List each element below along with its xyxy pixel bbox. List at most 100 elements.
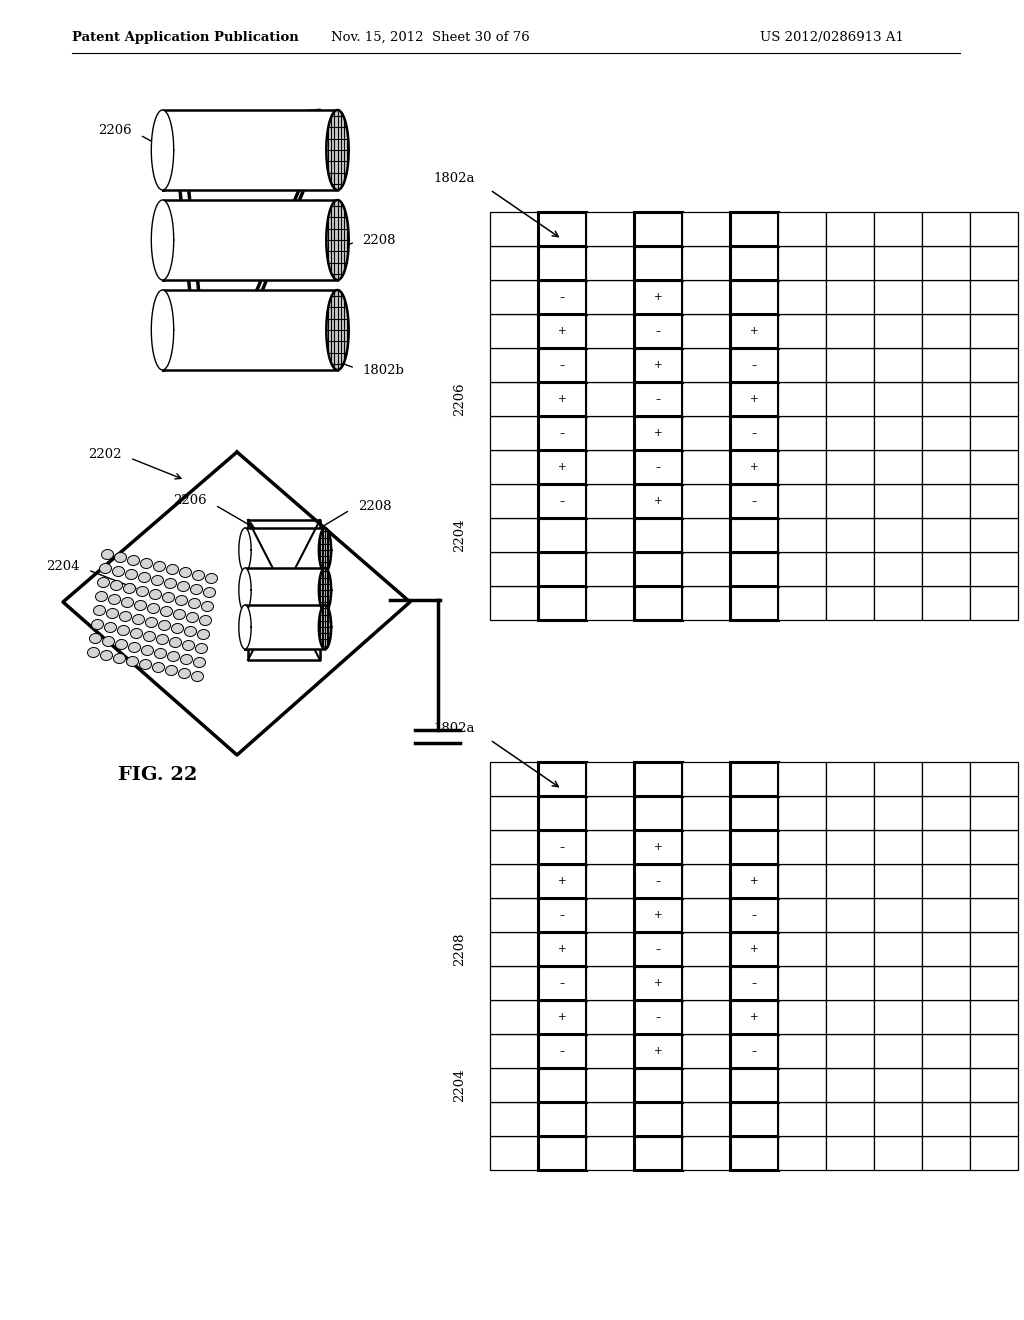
Bar bbox=[874, 246, 922, 280]
Bar bbox=[538, 348, 586, 381]
Text: +: + bbox=[558, 1012, 566, 1022]
Ellipse shape bbox=[139, 660, 152, 669]
Bar bbox=[682, 246, 730, 280]
Bar bbox=[634, 1102, 682, 1137]
Ellipse shape bbox=[114, 653, 126, 664]
Ellipse shape bbox=[106, 609, 119, 619]
Ellipse shape bbox=[91, 619, 103, 630]
Text: –: – bbox=[752, 978, 757, 987]
Bar bbox=[538, 898, 586, 932]
Bar bbox=[874, 416, 922, 450]
Bar bbox=[874, 348, 922, 381]
Bar bbox=[730, 796, 778, 830]
Bar bbox=[634, 762, 682, 796]
Text: 1802a: 1802a bbox=[433, 722, 475, 735]
Bar bbox=[922, 762, 970, 796]
Ellipse shape bbox=[204, 587, 215, 598]
Ellipse shape bbox=[143, 631, 156, 642]
Bar bbox=[970, 762, 1018, 796]
Polygon shape bbox=[327, 201, 349, 280]
Bar bbox=[778, 1102, 826, 1137]
Bar bbox=[538, 450, 586, 484]
Bar bbox=[682, 830, 730, 865]
Bar bbox=[970, 246, 1018, 280]
Bar bbox=[586, 213, 634, 246]
Bar bbox=[922, 348, 970, 381]
Text: 1802a: 1802a bbox=[433, 172, 475, 185]
Ellipse shape bbox=[182, 640, 195, 651]
Bar bbox=[778, 381, 826, 416]
Ellipse shape bbox=[157, 635, 169, 644]
Bar bbox=[682, 1102, 730, 1137]
Bar bbox=[634, 1068, 682, 1102]
Bar bbox=[922, 416, 970, 450]
Bar bbox=[922, 830, 970, 865]
Bar bbox=[826, 762, 874, 796]
Text: 2206: 2206 bbox=[454, 383, 467, 416]
Bar bbox=[826, 381, 874, 416]
Bar bbox=[778, 966, 826, 1001]
Text: +: + bbox=[558, 462, 566, 473]
Ellipse shape bbox=[177, 582, 189, 591]
Bar bbox=[778, 1137, 826, 1170]
Ellipse shape bbox=[102, 636, 115, 647]
Text: –: – bbox=[655, 944, 660, 954]
Text: +: + bbox=[558, 876, 566, 886]
Ellipse shape bbox=[166, 665, 177, 676]
Bar bbox=[490, 484, 538, 517]
Bar bbox=[922, 1068, 970, 1102]
Bar bbox=[730, 314, 778, 348]
Bar bbox=[970, 932, 1018, 966]
Text: +: + bbox=[653, 428, 663, 438]
Bar bbox=[490, 348, 538, 381]
Text: +: + bbox=[750, 462, 759, 473]
Bar bbox=[826, 450, 874, 484]
Polygon shape bbox=[318, 605, 331, 649]
Bar bbox=[874, 898, 922, 932]
Bar bbox=[970, 381, 1018, 416]
Bar bbox=[586, 484, 634, 517]
Ellipse shape bbox=[97, 577, 110, 587]
Ellipse shape bbox=[138, 573, 151, 582]
Bar bbox=[778, 796, 826, 830]
Bar bbox=[634, 1137, 682, 1170]
Polygon shape bbox=[152, 201, 174, 280]
Bar bbox=[730, 484, 778, 517]
Bar bbox=[826, 1137, 874, 1170]
Ellipse shape bbox=[154, 561, 166, 572]
Bar bbox=[826, 348, 874, 381]
Text: 2206: 2206 bbox=[173, 495, 207, 507]
Bar bbox=[682, 416, 730, 450]
Bar bbox=[778, 932, 826, 966]
Bar bbox=[490, 1137, 538, 1170]
Bar bbox=[586, 280, 634, 314]
Bar bbox=[682, 796, 730, 830]
Ellipse shape bbox=[180, 655, 193, 664]
Bar bbox=[826, 552, 874, 586]
Bar bbox=[490, 314, 538, 348]
Bar bbox=[970, 1102, 1018, 1137]
Bar bbox=[874, 865, 922, 898]
Ellipse shape bbox=[99, 564, 112, 573]
Text: –: – bbox=[655, 876, 660, 886]
Bar bbox=[730, 213, 778, 246]
Ellipse shape bbox=[171, 623, 183, 634]
Bar bbox=[730, 1102, 778, 1137]
Bar bbox=[586, 348, 634, 381]
Bar bbox=[682, 1034, 730, 1068]
Bar bbox=[778, 898, 826, 932]
Bar bbox=[874, 932, 922, 966]
Bar bbox=[538, 381, 586, 416]
Bar bbox=[874, 552, 922, 586]
Bar bbox=[586, 246, 634, 280]
Bar bbox=[682, 314, 730, 348]
Bar bbox=[778, 830, 826, 865]
Ellipse shape bbox=[206, 573, 217, 583]
Bar bbox=[826, 213, 874, 246]
Bar bbox=[778, 762, 826, 796]
Bar bbox=[586, 314, 634, 348]
Bar bbox=[778, 246, 826, 280]
Ellipse shape bbox=[104, 623, 117, 632]
Bar bbox=[538, 1137, 586, 1170]
Bar bbox=[730, 1034, 778, 1068]
